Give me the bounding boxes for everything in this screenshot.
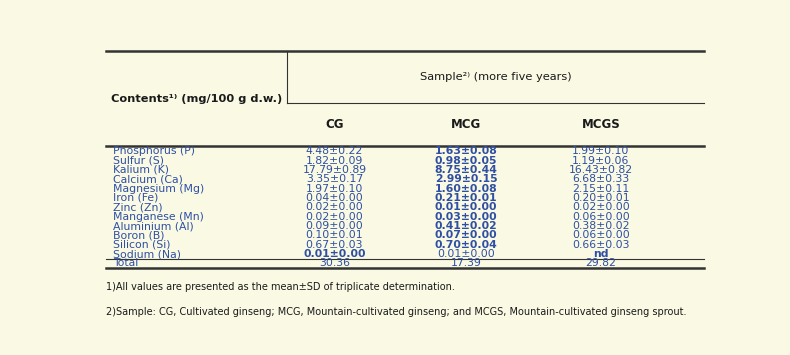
Text: 1.99±0.10: 1.99±0.10 [572, 146, 630, 156]
Text: Boron (B): Boron (B) [114, 230, 165, 240]
Text: 1)All values are presented as the mean±SD of triplicate determination.: 1)All values are presented as the mean±S… [106, 282, 455, 292]
Text: Zinc (Zn): Zinc (Zn) [114, 202, 163, 212]
Text: 3.35±0.17: 3.35±0.17 [306, 174, 363, 184]
Text: 0.04±0.00: 0.04±0.00 [306, 193, 363, 203]
Text: MCG: MCG [451, 118, 481, 131]
Text: 29.82: 29.82 [585, 258, 616, 268]
Text: 0.06±0.00: 0.06±0.00 [572, 230, 630, 240]
Text: MCGS: MCGS [581, 118, 620, 131]
Text: 0.67±0.03: 0.67±0.03 [306, 240, 363, 250]
Text: 0.10±0.01: 0.10±0.01 [306, 230, 363, 240]
Text: 0.70±0.04: 0.70±0.04 [435, 240, 498, 250]
Text: 0.07±0.00: 0.07±0.00 [435, 230, 498, 240]
Text: CG: CG [325, 118, 344, 131]
Text: 0.06±0.00: 0.06±0.00 [572, 212, 630, 222]
Text: Contents¹⁾ (mg/100 g d.w.): Contents¹⁾ (mg/100 g d.w.) [111, 94, 282, 104]
Text: 0.09±0.00: 0.09±0.00 [306, 221, 363, 231]
Text: 1.97±0.10: 1.97±0.10 [306, 184, 363, 193]
Text: 4.48±0.22: 4.48±0.22 [306, 146, 363, 156]
Text: Silicon (Si): Silicon (Si) [114, 240, 171, 250]
Text: 16.43±0.82: 16.43±0.82 [569, 165, 633, 175]
Text: 0.03±0.00: 0.03±0.00 [435, 212, 498, 222]
Text: 1.19±0.06: 1.19±0.06 [572, 155, 630, 165]
Text: Sodium (Na): Sodium (Na) [114, 249, 182, 259]
Text: 0.21±0.01: 0.21±0.01 [435, 193, 498, 203]
Text: Calcium (Ca): Calcium (Ca) [114, 174, 183, 184]
Text: 30.36: 30.36 [319, 258, 350, 268]
Text: 2)Sample: CG, Cultivated ginseng; MCG, Mountain-cultivated ginseng; and MCGS, Mo: 2)Sample: CG, Cultivated ginseng; MCG, M… [106, 307, 687, 317]
Text: 1.63±0.08: 1.63±0.08 [435, 146, 498, 156]
Text: Aluminium (Al): Aluminium (Al) [114, 221, 194, 231]
Text: Kalium (K): Kalium (K) [114, 165, 169, 175]
Text: 17.79±0.89: 17.79±0.89 [303, 165, 367, 175]
Text: Phosphorus (P): Phosphorus (P) [114, 146, 195, 156]
Text: 0.01±0.00: 0.01±0.00 [435, 202, 498, 212]
Text: 1.60±0.08: 1.60±0.08 [435, 184, 498, 193]
Text: 6.68±0.33: 6.68±0.33 [572, 174, 630, 184]
Text: Manganese (Mn): Manganese (Mn) [114, 212, 205, 222]
Text: 0.98±0.05: 0.98±0.05 [435, 155, 498, 165]
Text: 2.99±0.15: 2.99±0.15 [435, 174, 498, 184]
Text: 0.01±0.00: 0.01±0.00 [303, 249, 366, 259]
Text: 0.02±0.00: 0.02±0.00 [306, 202, 363, 212]
Text: 1.82±0.09: 1.82±0.09 [306, 155, 363, 165]
Text: 0.41±0.02: 0.41±0.02 [435, 221, 498, 231]
Text: 0.01±0.00: 0.01±0.00 [437, 249, 495, 259]
Text: nd: nd [593, 249, 608, 259]
Text: 0.02±0.00: 0.02±0.00 [306, 212, 363, 222]
Text: Total: Total [114, 258, 139, 268]
Text: Magnesium (Mg): Magnesium (Mg) [114, 184, 205, 193]
Text: 17.39: 17.39 [450, 258, 482, 268]
Text: 0.66±0.03: 0.66±0.03 [572, 240, 630, 250]
Text: 0.38±0.02: 0.38±0.02 [572, 221, 630, 231]
Text: Sulfur (S): Sulfur (S) [114, 155, 164, 165]
Text: 0.20±0.01: 0.20±0.01 [572, 193, 630, 203]
Text: 2.15±0.11: 2.15±0.11 [572, 184, 630, 193]
Text: Iron (Fe): Iron (Fe) [114, 193, 159, 203]
Text: 8.75±0.44: 8.75±0.44 [435, 165, 498, 175]
Text: Sample²⁾ (more five years): Sample²⁾ (more five years) [419, 72, 571, 82]
Text: 0.02±0.00: 0.02±0.00 [572, 202, 630, 212]
